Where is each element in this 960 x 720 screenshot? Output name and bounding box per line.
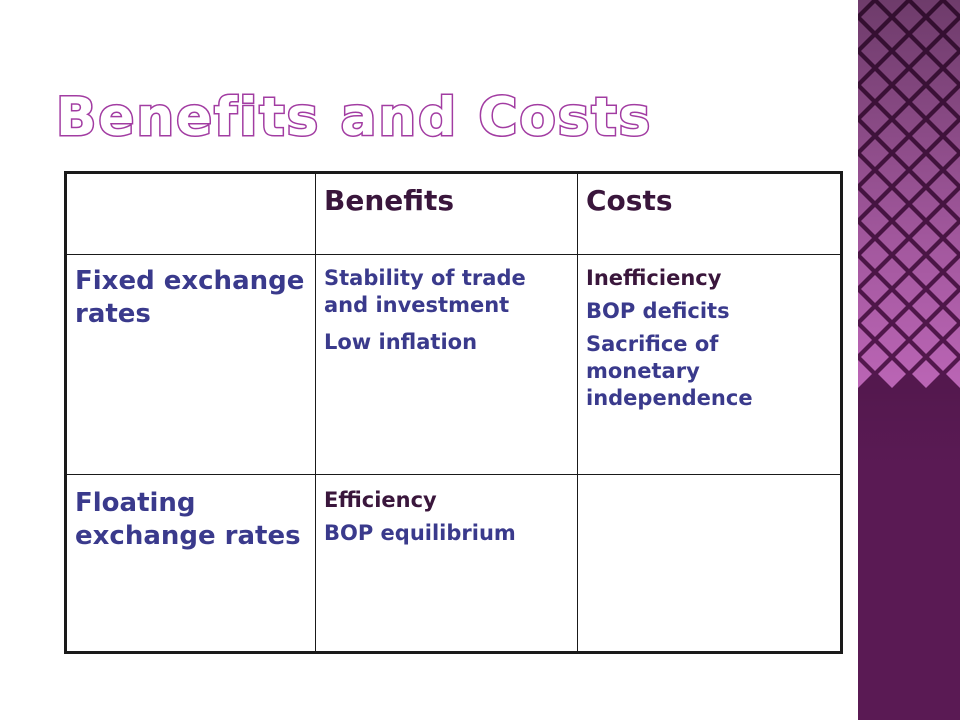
cell-item: BOP deficits [586,299,730,323]
cell-item: BOP equilibrium [324,521,516,545]
row-header-label: Fixed exchange rates [75,266,305,329]
column-header-label: Costs [586,184,673,217]
column-header-costs: Costs [577,172,842,255]
table-corner-cell [65,172,316,255]
cell-item: Inefficiency [586,266,722,290]
benefits-costs-table: Benefits Costs Fixed exchange rates Stab… [64,171,843,654]
cell-item: Efficiency [324,488,437,512]
cell-floating-benefits: Efficiency BOP equilibrium [315,474,578,653]
row-header-fixed: Fixed exchange rates [65,254,316,475]
row-header-floating: Floating exchange rates [65,474,316,653]
column-header-label: Benefits [324,184,455,217]
column-header-benefits: Benefits [315,172,578,255]
cell-floating-costs [577,474,842,653]
cell-item: Low inflation [324,330,478,354]
cell-fixed-benefits: Stability of trade and investment Low in… [315,254,578,475]
cell-item: Sacrifice of monetary independence [586,332,753,410]
table-row-floating: Floating exchange rates Efficiency BOP e… [65,474,842,653]
row-header-label: Floating exchange rates [75,488,301,551]
decorative-side-band [858,0,960,720]
cell-fixed-costs: Inefficiency BOP deficits Sacrifice of m… [577,254,842,475]
slide-title: Benefits and Costs [54,86,653,150]
cell-item: Stability of trade and investment [324,266,526,317]
table-header-row: Benefits Costs [65,172,842,255]
table-row-fixed: Fixed exchange rates Stability of trade … [65,254,842,475]
